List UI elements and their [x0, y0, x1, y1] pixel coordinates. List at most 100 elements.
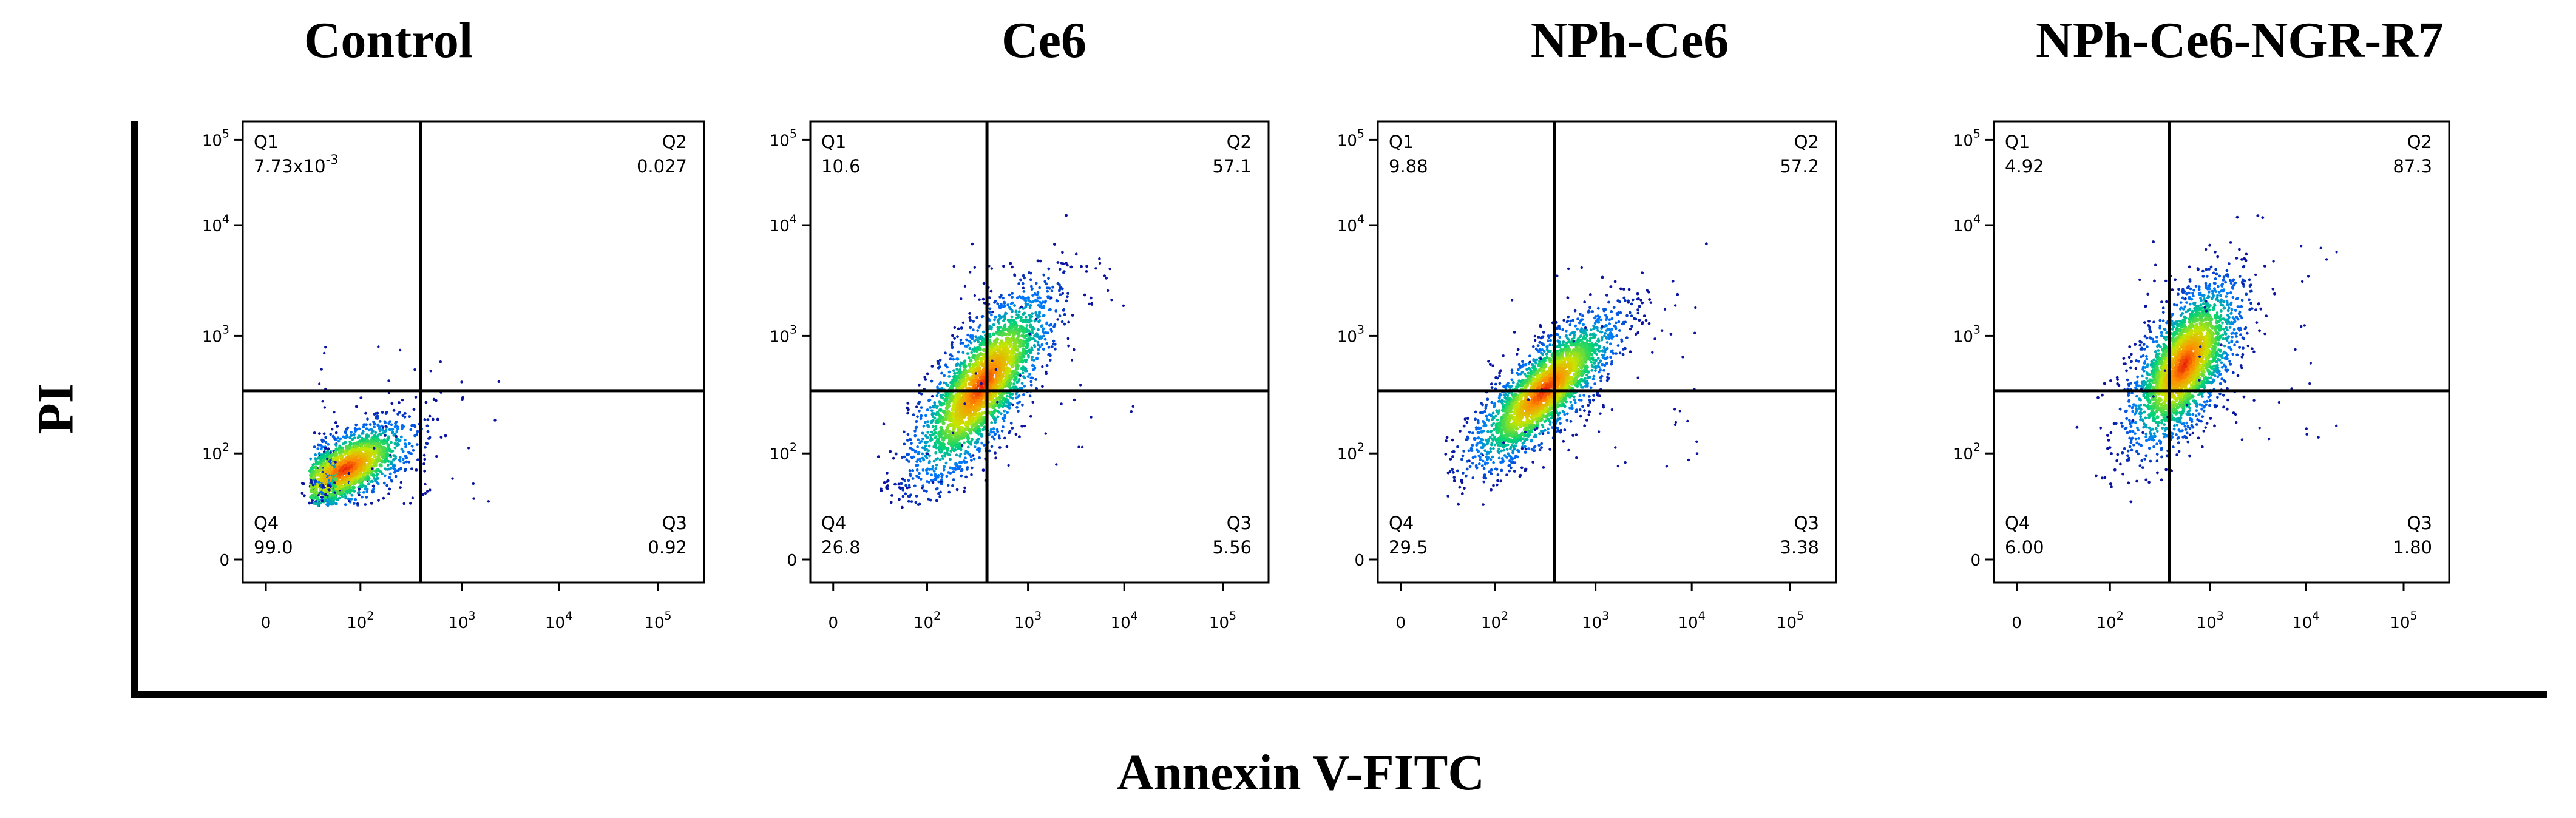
event-dot [970, 473, 973, 476]
event-dot [371, 484, 375, 488]
event-dot [957, 408, 961, 412]
event-dot [978, 323, 982, 327]
event-dot [1020, 334, 1025, 338]
event-dot [425, 441, 428, 445]
event-dot [353, 433, 356, 436]
event-dot [361, 495, 364, 499]
event-dot [320, 495, 324, 499]
event-dot [997, 373, 1001, 378]
event-dot [1499, 479, 1503, 483]
event-dot [1460, 458, 1463, 461]
event-dot [370, 431, 373, 435]
event-dot [963, 441, 966, 445]
event-dot [1029, 278, 1032, 282]
event-dot [358, 473, 362, 478]
event-dot [991, 435, 994, 439]
event-dot [1000, 355, 1004, 359]
event-dot [1456, 445, 1459, 448]
event-dot [497, 380, 500, 383]
event-dot [980, 441, 984, 445]
event-dot [314, 459, 318, 462]
event-dot [350, 431, 353, 434]
event-dot [1054, 309, 1058, 313]
event-dot [416, 430, 419, 433]
event-dot [398, 401, 401, 404]
event-dot [1621, 353, 1625, 356]
event-dot [374, 431, 378, 434]
event-dot [961, 420, 965, 424]
event-dot [993, 300, 996, 304]
event-dot [904, 484, 907, 487]
event-dot [323, 351, 326, 355]
event-dot [1044, 432, 1048, 435]
event-dot [380, 459, 384, 464]
event-dot [1009, 353, 1014, 357]
event-dot [1513, 470, 1516, 473]
event-dot [919, 417, 923, 421]
event-dot [890, 494, 893, 497]
event-dot [379, 452, 384, 456]
event-dot [957, 370, 962, 374]
event-dot [378, 420, 382, 423]
event-dot [993, 318, 996, 322]
event-dot [1011, 348, 1015, 353]
event-dot [1044, 331, 1048, 334]
event-dot [941, 410, 946, 414]
event-dot [1030, 300, 1033, 304]
event-dot [1021, 368, 1025, 371]
event-dot [975, 346, 980, 350]
event-dot [1034, 282, 1038, 285]
event-dot [1507, 382, 1510, 385]
event-dot [315, 496, 319, 500]
event-dot [1067, 344, 1070, 348]
event-dot [1041, 365, 1044, 368]
event-dot [941, 396, 944, 400]
event-dot [951, 354, 954, 358]
event-dot [1477, 450, 1480, 453]
event-dot [381, 447, 385, 451]
event-dot [319, 472, 324, 476]
event-dot [367, 482, 370, 486]
event-dot [978, 370, 983, 375]
event-dot [943, 381, 946, 385]
event-dot [946, 453, 950, 456]
event-dot [341, 495, 344, 498]
event-dot [1094, 267, 1097, 270]
event-dot [969, 271, 972, 274]
event-dot [954, 444, 958, 448]
event-dot [944, 351, 947, 355]
event-dot [1019, 356, 1023, 360]
event-dot [1588, 293, 1592, 296]
event-dot [333, 411, 336, 414]
event-dot [941, 454, 944, 458]
event-dot [317, 432, 321, 435]
event-dot [922, 424, 926, 428]
event-dot [955, 453, 958, 457]
event-dot [1639, 299, 1643, 302]
event-dot [1629, 350, 1632, 354]
event-dot [935, 406, 938, 410]
event-dot [334, 468, 338, 473]
event-dot [415, 443, 419, 446]
event-dot [344, 430, 347, 433]
event-dot [314, 453, 317, 456]
event-dot [410, 467, 413, 470]
event-dot [313, 482, 317, 486]
event-dot [913, 430, 917, 433]
event-dot [923, 441, 927, 444]
y-tick-label: 0 [787, 552, 797, 570]
event-dot [392, 408, 396, 412]
event-dot [969, 319, 972, 322]
event-dot [1011, 292, 1014, 295]
event-dot [1053, 347, 1057, 351]
event-dot [326, 462, 330, 467]
event-dot [954, 397, 958, 402]
event-dot [962, 459, 966, 462]
event-dot [356, 502, 359, 505]
x-tick-label: 105 [644, 609, 671, 632]
event-dot [439, 436, 443, 439]
event-dot [978, 298, 981, 301]
event-dot [1020, 319, 1024, 323]
event-dot [915, 420, 918, 424]
event-dot [977, 438, 980, 441]
